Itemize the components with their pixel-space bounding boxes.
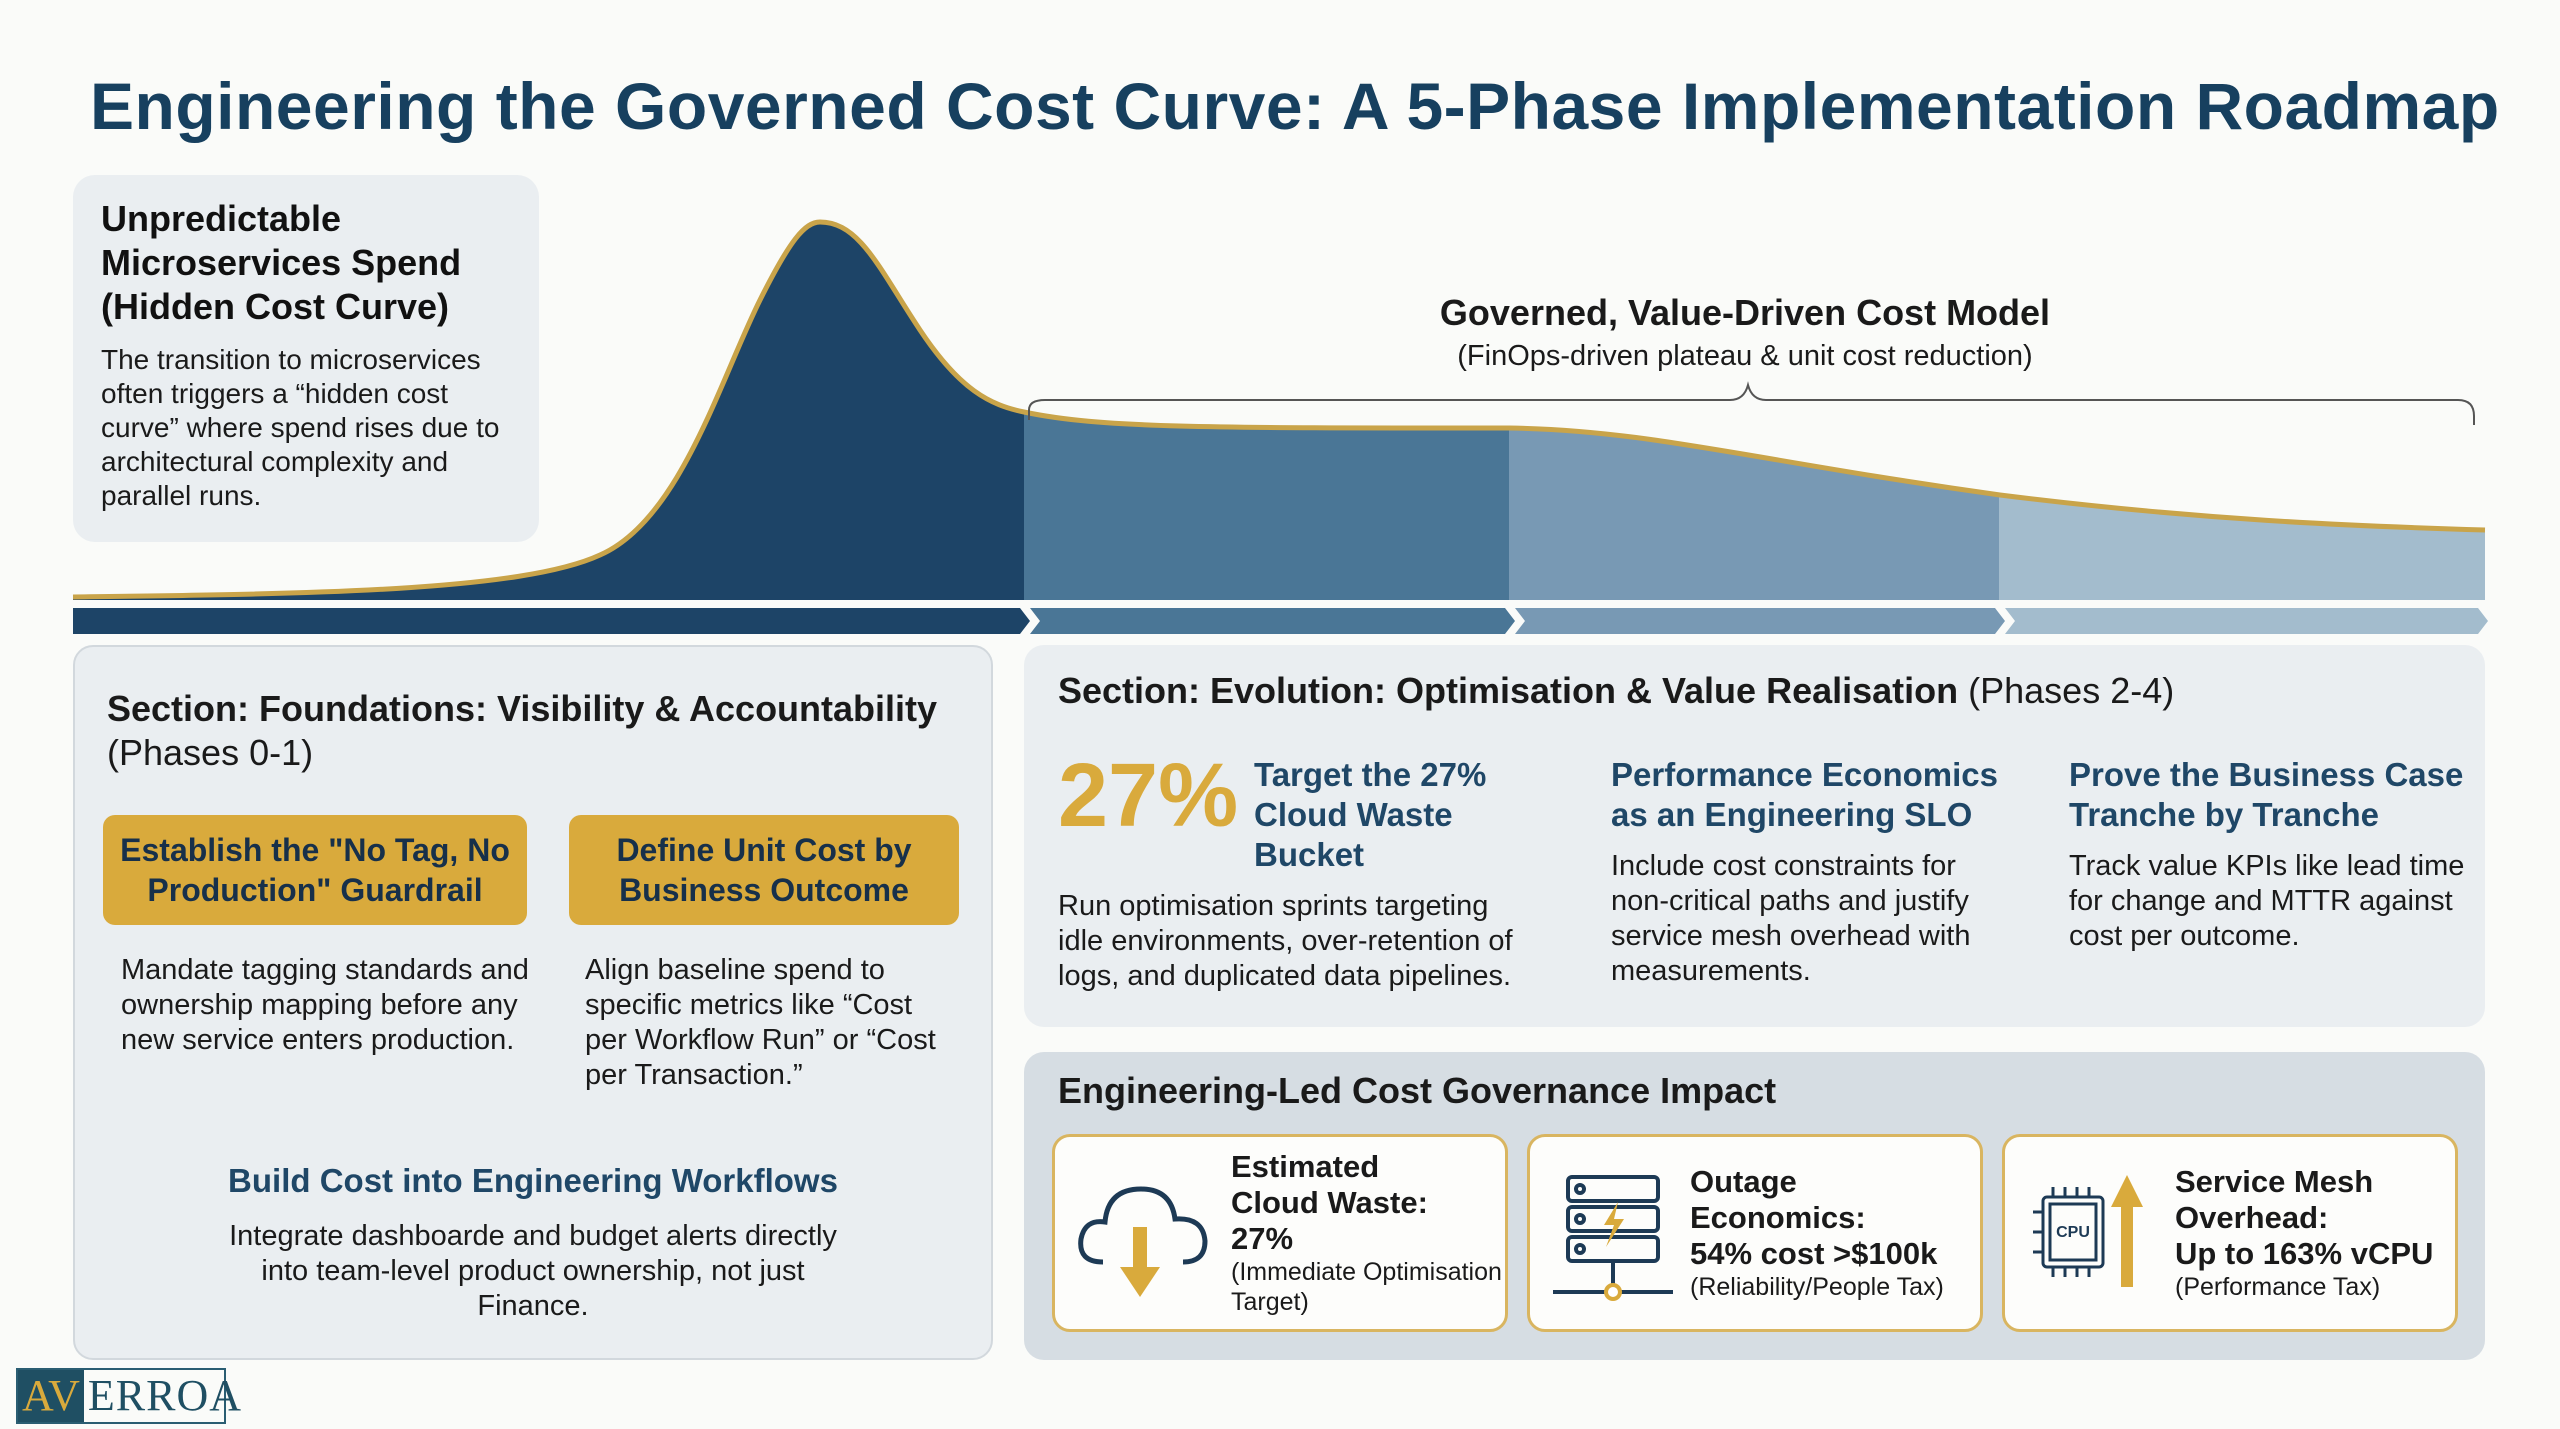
foundations-title: Section: Foundations: Visibility & Accou…: [107, 688, 938, 729]
evolution-item-text: Run optimisation sprints targeting idle …: [1058, 890, 1513, 992]
impact-label: Overhead:: [2175, 1200, 2329, 1235]
averroa-logo: AV ERROA: [16, 1368, 241, 1424]
foundations-phases: (Phases 0-1): [107, 732, 314, 773]
impact-value: 54% cost >$100k: [1690, 1236, 1938, 1271]
logo-text: ERROA: [87, 1371, 243, 1420]
unit-cost-label: Define Unit Cost by Business Outcome: [569, 815, 959, 925]
evolution-item-title: Target the 27% Cloud Waste Bucket: [1254, 756, 1487, 873]
impact-note: (Reliability/People Tax): [1690, 1273, 1944, 1301]
evolution-phases: (Phases 2-4): [1968, 670, 2175, 711]
evolution-item-waste: Target the 27% Cloud Waste Bucket Run op…: [1058, 755, 1528, 994]
hidden-cost-curve-card: Unpredictable Microservices Spend (Hidde…: [73, 175, 539, 542]
no-tag-guardrail-label: Establish the "No Tag, No Production" Gu…: [103, 815, 527, 925]
phase-arrow-3: [1515, 608, 2005, 634]
impact-label: Cloud Waste:: [1231, 1185, 1428, 1220]
evolution-item-business-case: Prove the Business Case Tranche by Tranc…: [2069, 755, 2469, 954]
evolution-item-text: Track value KPIs like lead time for chan…: [2069, 850, 2465, 952]
evolution-item-title: Prove the Business Case Tranche by Tranc…: [2069, 756, 2464, 833]
governed-model-label: Governed, Value-Driven Cost Model (FinOp…: [1290, 292, 2200, 373]
cloud-download-icon: [1078, 1186, 1208, 1297]
big-stat: 27%: [1058, 746, 1239, 846]
logo-mark: AV: [18, 1370, 84, 1422]
impact-note: (Performance Tax): [2175, 1273, 2381, 1301]
server-icon: [1553, 1175, 1673, 1301]
unit-cost-text: Align baseline spend to specific metrics…: [585, 954, 936, 1091]
build-cost-title: Build Cost into Engineering Workflows: [228, 1162, 838, 1199]
phase-arrow-2: [1030, 608, 1515, 634]
cost-curve-line: [72, 219, 2486, 600]
evolution-title: Section: Evolution: Optimisation & Value…: [1058, 670, 1959, 711]
governed-bracket: [1028, 381, 2475, 425]
impact-title: Engineering-Led Cost Governance Impact: [1058, 1070, 1777, 1111]
impact-note: (Immediate Optimisation Target): [1231, 1258, 1502, 1316]
page-title: Engineering the Governed Cost Curve: A 5…: [90, 69, 2500, 143]
hidden-cost-title: Unpredictable Microservices Spend (Hidde…: [101, 198, 462, 327]
evolution-item-performance: Performance Economics as an Engineering …: [1611, 755, 2011, 989]
impact-section: Engineering-Led Cost Governance Impact E…: [1024, 1052, 2485, 1360]
governed-title: Governed, Value-Driven Cost Model: [1439, 292, 2051, 333]
governed-subtitle: (FinOps-driven plateau & unit cost reduc…: [1457, 340, 2033, 372]
build-cost-text: Integrate dashboarde and budget alerts d…: [229, 1220, 837, 1322]
impact-value: 27%: [1231, 1221, 1294, 1256]
evolution-section: Section: Evolution: Optimisation & Value…: [1024, 645, 2485, 1027]
impact-card-outage: Outage Economics: 54% cost >$100k (Reliabi…: [1527, 1134, 1983, 1332]
impact-value: Up to 163% vCPU: [2175, 1236, 2434, 1271]
foundations-section: Section: Foundations: Visibility & Accou…: [73, 645, 993, 1360]
evolution-item-title: Performance Economics as an Engineering …: [1611, 756, 1998, 833]
cpu-icon: CPU: [2033, 1175, 2143, 1287]
phase-arrow-4: [2005, 608, 2488, 634]
impact-card-service-mesh: CPU Service Mesh Overhead: Up to 163% vCPU…: [2002, 1134, 2458, 1332]
hidden-cost-text: The transition to microservices often tr…: [101, 344, 500, 511]
impact-label: Service Mesh: [2175, 1164, 2374, 1199]
impact-card-cloud-waste: Estimated Cloud Waste: 27% (Immediate Optim…: [1052, 1134, 1508, 1332]
impact-label: Outage Economics:: [1690, 1164, 1866, 1235]
no-tag-guardrail-text: Mandate tagging standards and ownership …: [121, 954, 529, 1056]
phase-arrow-1: [73, 608, 1030, 634]
impact-label: Estimated: [1231, 1149, 1380, 1184]
svg-text:CPU: CPU: [2056, 1224, 2090, 1241]
evolution-item-text: Include cost constraints for non-critica…: [1611, 850, 1971, 987]
